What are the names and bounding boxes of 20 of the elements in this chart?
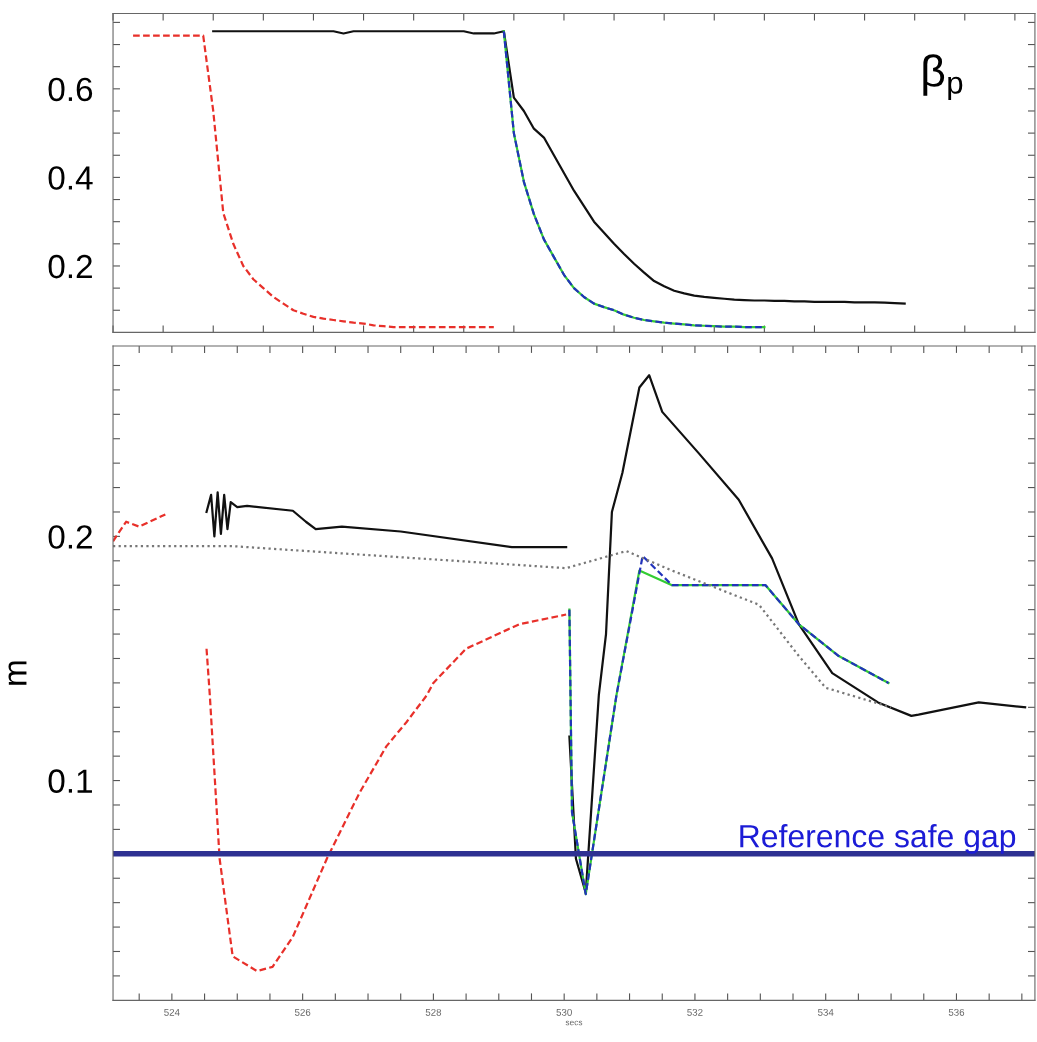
line-series: [212, 30, 906, 305]
annotation: β$_{p}$: [923, 54, 963, 100]
x-tick-label: 526: [294, 1008, 311, 1016]
x-tick-label: 530: [556, 1008, 572, 1016]
x-tick-label: 534: [817, 1008, 834, 1016]
y-tick-label: 0.2: [48, 525, 92, 549]
y-tick-label: 0.6: [48, 77, 93, 102]
x-axis-title: secs: [565, 1020, 583, 1026]
x-tick-label: 532: [687, 1008, 703, 1016]
x-tick-label: 536: [948, 1008, 965, 1016]
x-tick-label: 524: [164, 1008, 180, 1016]
y-tick-label: 0.2: [48, 254, 92, 279]
line-series: [113, 545, 893, 709]
line-series: [502, 30, 766, 329]
y-tick-label: 0.1: [48, 769, 92, 793]
ref-line-label: Reference safe gap: [740, 824, 1016, 854]
x-tick-label: 528: [425, 1008, 442, 1016]
y-tick-label: 0.4: [48, 166, 93, 190]
y-axis-title: m: [8, 661, 27, 685]
line-series: [131, 34, 495, 329]
